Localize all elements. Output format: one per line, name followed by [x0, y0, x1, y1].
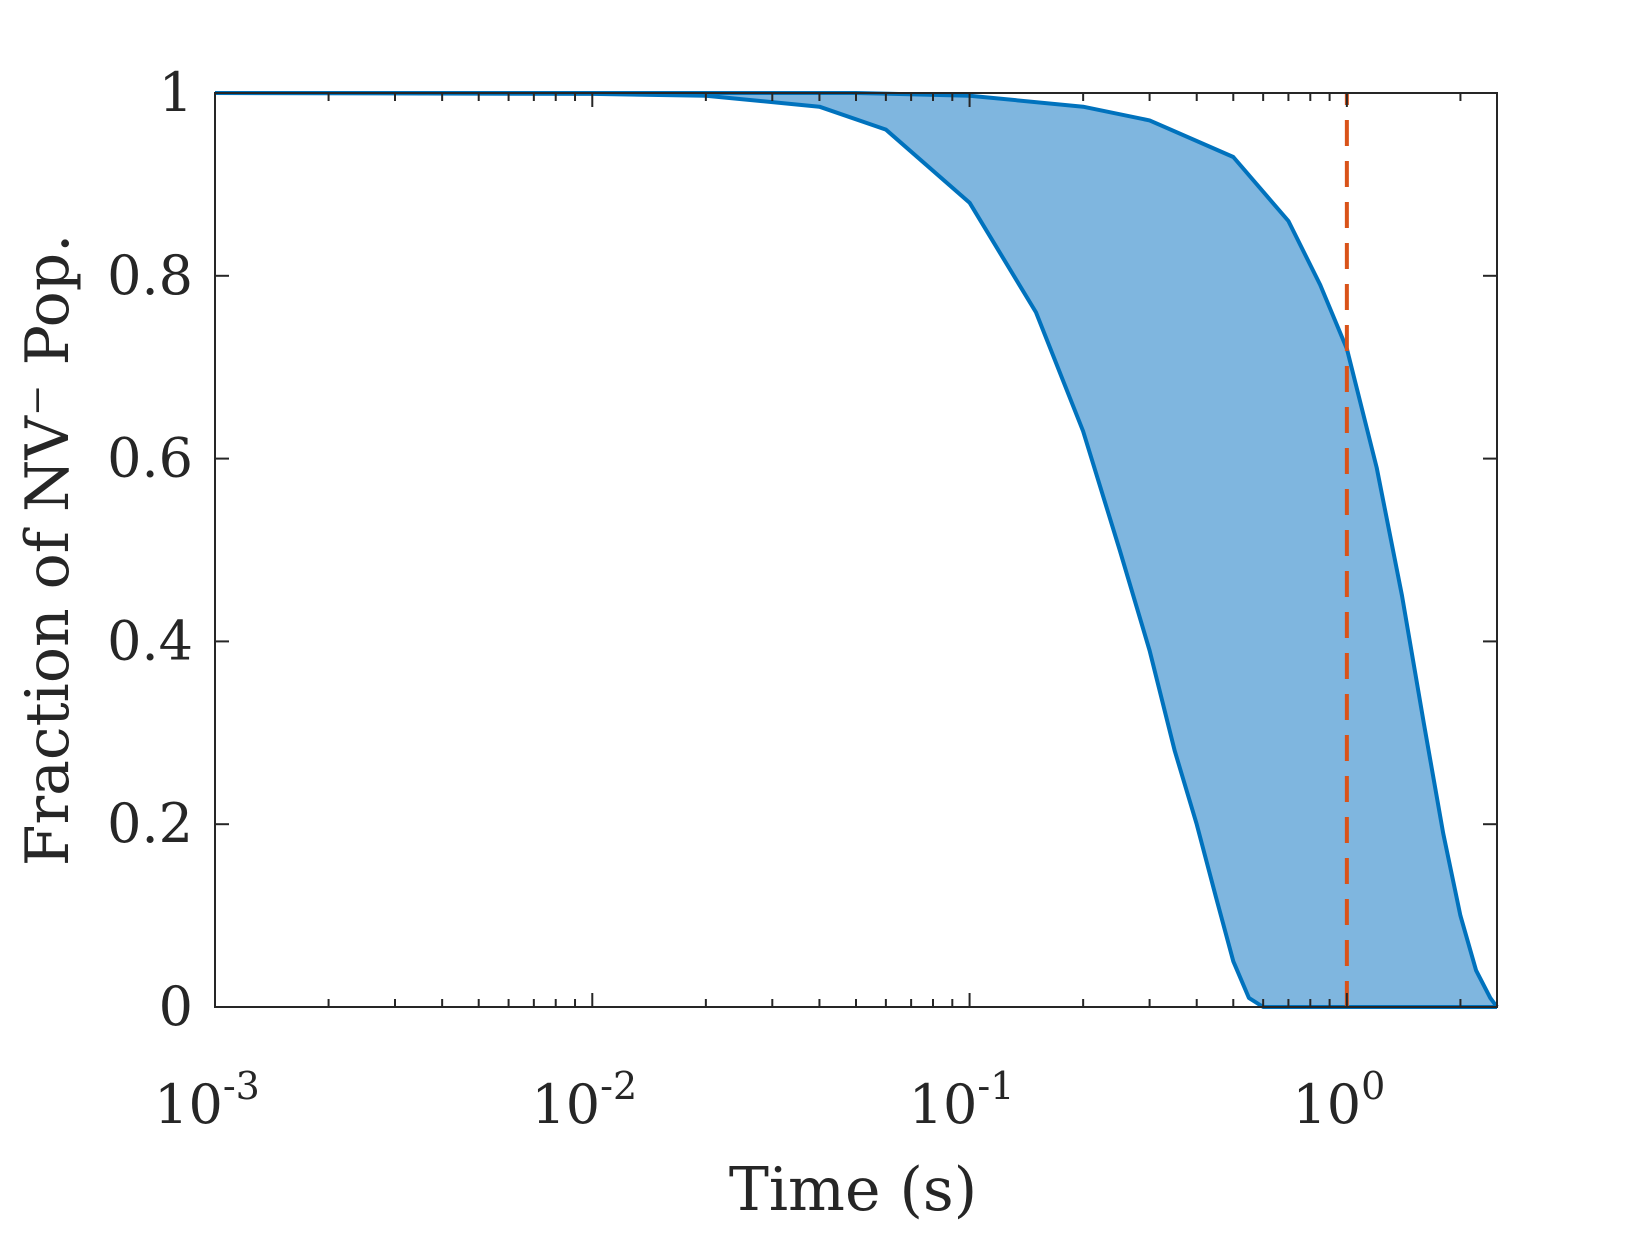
x-tick-exponent: -1: [977, 1064, 1014, 1108]
x-axis-label: Time (s): [729, 1155, 977, 1225]
y-tick-label: 0.6: [107, 427, 193, 490]
plot-area: [214, 91, 1499, 1009]
lower-bound-line: [214, 91, 1497, 1009]
shaded-band: [215, 93, 1497, 1007]
upper-bound-line: [215, 91, 1499, 1009]
y-tick-label: 0.4: [107, 609, 193, 672]
x-tick-exponent: -3: [223, 1064, 260, 1108]
x-tick-exponent: -2: [600, 1064, 637, 1108]
y-tick-label: 0.8: [107, 244, 193, 307]
x-tick-exponent: 0: [1361, 1064, 1385, 1108]
y-axis-label: Fraction of NV⁻ Pop.: [13, 234, 83, 866]
x-tick-label: 10-1: [909, 1064, 1015, 1136]
y-tick-label: 0: [159, 975, 193, 1038]
y-tick-label: 0.2: [107, 792, 193, 855]
y-tick-label: 1: [159, 61, 193, 124]
ticks: [214, 92, 1497, 1008]
